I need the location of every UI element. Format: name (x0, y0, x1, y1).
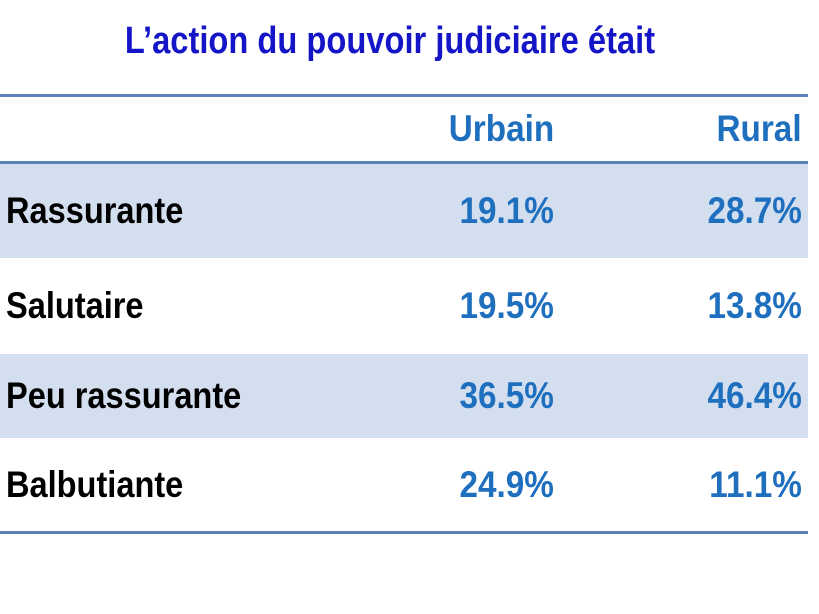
urbain-value: 19.5% (459, 285, 554, 326)
rural-value: 46.4% (707, 375, 802, 416)
urbain-value: 36.5% (459, 375, 554, 416)
table-header-row: Urbain Rural (0, 97, 808, 161)
table-row: Salutaire 19.5% 13.8% (0, 258, 808, 354)
urbain-value: 24.9% (459, 463, 554, 505)
table-top-rule (0, 94, 808, 97)
table-bottom-rule (0, 531, 808, 534)
column-header-rural: Rural (716, 108, 802, 149)
rural-value: 11.1% (709, 463, 802, 505)
rural-value: 13.8% (707, 285, 802, 326)
table-header-rule (0, 161, 808, 164)
table-title: L’action du pouvoir judiciaire était (124, 20, 656, 62)
row-label: Rassurante (6, 190, 184, 231)
row-label: Balbutiante (6, 463, 184, 505)
row-label: Salutaire (6, 285, 144, 326)
table-row: Balbutiante 24.9% 11.1% (0, 438, 808, 531)
column-header-urbain: Urbain (448, 108, 554, 149)
rural-value: 28.7% (707, 190, 802, 231)
table-row: Peu rassurante 36.5% 46.4% (0, 354, 808, 438)
table-row: Rassurante 19.1% 28.7% (0, 164, 808, 258)
urbain-value: 19.1% (459, 190, 554, 231)
row-label: Peu rassurante (6, 375, 242, 416)
